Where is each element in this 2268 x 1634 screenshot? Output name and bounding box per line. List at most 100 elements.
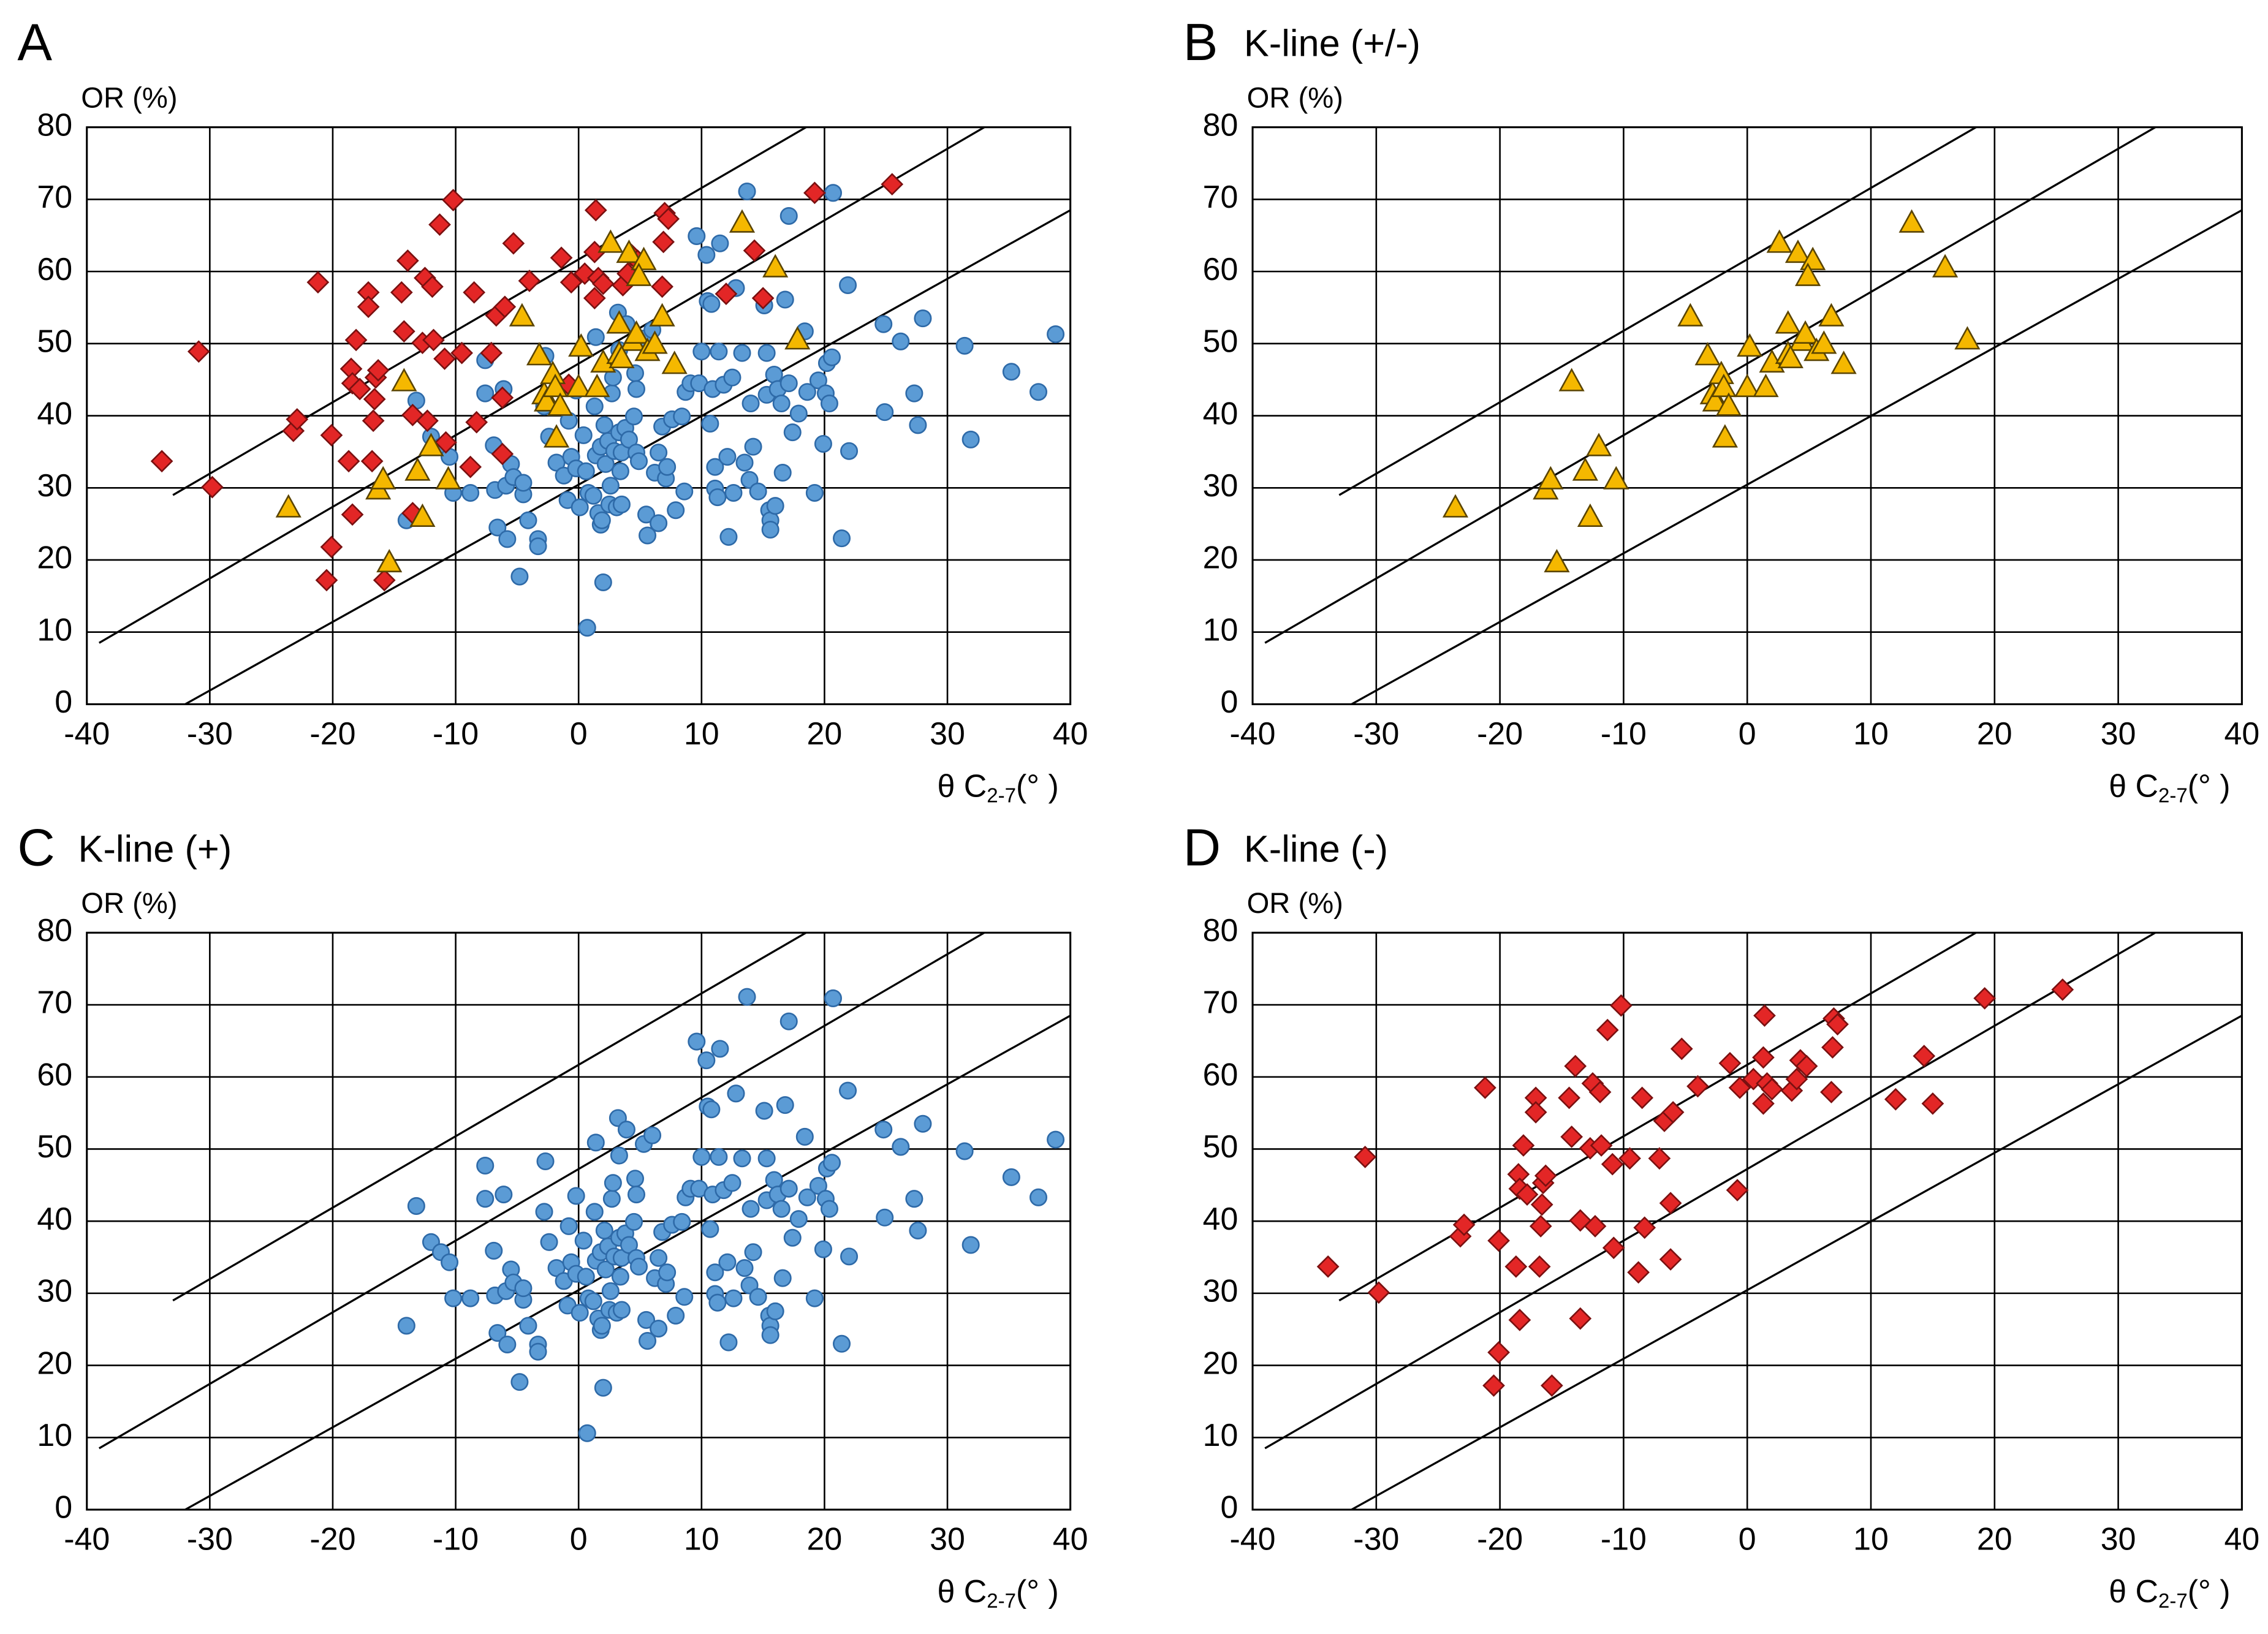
point bbox=[1752, 1046, 1775, 1069]
point bbox=[761, 1326, 779, 1344]
point bbox=[535, 1203, 553, 1221]
point bbox=[337, 450, 360, 473]
point bbox=[442, 189, 465, 211]
point bbox=[574, 1231, 593, 1250]
point bbox=[724, 483, 743, 502]
point bbox=[729, 209, 756, 233]
point bbox=[697, 1051, 716, 1070]
point bbox=[1601, 1152, 1624, 1176]
point bbox=[1588, 1081, 1612, 1103]
x-tick-label: 30 bbox=[930, 716, 965, 752]
point bbox=[1590, 1134, 1613, 1157]
point bbox=[498, 1335, 517, 1353]
point bbox=[643, 1126, 662, 1144]
point bbox=[593, 511, 611, 529]
x-tick-label: -20 bbox=[1477, 716, 1523, 752]
point bbox=[362, 409, 385, 433]
point bbox=[1544, 548, 1570, 573]
point bbox=[536, 1152, 555, 1170]
y-tick-label: 70 bbox=[37, 180, 72, 215]
point bbox=[370, 466, 396, 490]
point bbox=[772, 395, 791, 413]
point bbox=[611, 462, 629, 480]
point bbox=[320, 423, 343, 447]
point bbox=[820, 395, 838, 413]
point bbox=[876, 403, 894, 422]
point bbox=[1474, 1076, 1496, 1099]
point bbox=[373, 569, 396, 592]
point bbox=[585, 397, 604, 415]
x-tick-label: 0 bbox=[1739, 1522, 1756, 1557]
point bbox=[651, 275, 673, 298]
point bbox=[824, 989, 842, 1007]
point bbox=[547, 392, 574, 416]
point bbox=[718, 448, 737, 466]
point bbox=[955, 336, 974, 355]
point bbox=[1530, 1193, 1553, 1216]
x-tick-label: -30 bbox=[187, 716, 233, 752]
point bbox=[779, 206, 798, 225]
point bbox=[510, 1373, 529, 1391]
point bbox=[905, 384, 924, 403]
point bbox=[629, 452, 648, 471]
y-tick-label: 50 bbox=[37, 1129, 72, 1165]
point bbox=[650, 514, 668, 532]
point bbox=[723, 368, 741, 387]
point bbox=[286, 408, 309, 431]
point bbox=[1921, 1092, 1944, 1115]
x-tick-label: -30 bbox=[187, 1522, 233, 1557]
point bbox=[723, 1174, 741, 1192]
point bbox=[1538, 466, 1564, 490]
point bbox=[519, 511, 537, 529]
point bbox=[544, 424, 570, 448]
point bbox=[711, 1040, 729, 1058]
panel-letter: A bbox=[17, 13, 52, 72]
point bbox=[773, 464, 792, 482]
y-tick-label: 10 bbox=[1203, 612, 1238, 648]
point bbox=[597, 229, 624, 253]
point bbox=[1795, 1054, 1818, 1078]
point bbox=[275, 494, 302, 518]
point bbox=[673, 407, 691, 426]
point bbox=[757, 1149, 776, 1168]
y-tick-label: 70 bbox=[1203, 985, 1238, 1021]
y-tick-label: 0 bbox=[55, 1490, 72, 1526]
point bbox=[772, 1200, 791, 1218]
x-axis-label: θ C2-7(° ) bbox=[937, 768, 1058, 807]
x-tick-label: 10 bbox=[684, 1522, 719, 1557]
point bbox=[702, 295, 721, 313]
y-tick-label: 30 bbox=[37, 1274, 72, 1309]
point bbox=[658, 458, 677, 476]
y-tick-label: 0 bbox=[1221, 1490, 1238, 1526]
x-tick-label: 40 bbox=[2224, 716, 2260, 752]
point bbox=[586, 1133, 605, 1152]
point bbox=[366, 359, 390, 382]
point bbox=[396, 249, 419, 272]
point bbox=[762, 254, 789, 278]
point bbox=[542, 373, 569, 398]
x-tick-label: 10 bbox=[684, 716, 719, 752]
x-tick-label: -10 bbox=[433, 1522, 479, 1557]
point bbox=[706, 1263, 724, 1282]
point bbox=[1633, 1216, 1656, 1239]
point bbox=[650, 1249, 668, 1267]
point bbox=[1482, 1374, 1505, 1397]
point bbox=[701, 414, 719, 433]
point bbox=[571, 498, 589, 516]
point bbox=[612, 495, 631, 513]
x-tick-label: -40 bbox=[64, 716, 110, 752]
point bbox=[476, 384, 495, 403]
point bbox=[840, 1247, 859, 1266]
point bbox=[667, 501, 685, 520]
point bbox=[1354, 1146, 1377, 1168]
point bbox=[407, 1197, 425, 1215]
point bbox=[719, 528, 738, 546]
point bbox=[1631, 1086, 1654, 1110]
point bbox=[1737, 333, 1763, 357]
point bbox=[493, 295, 517, 319]
point bbox=[1618, 1147, 1641, 1170]
point bbox=[1753, 373, 1779, 398]
point bbox=[658, 1263, 677, 1282]
point bbox=[1572, 457, 1598, 481]
